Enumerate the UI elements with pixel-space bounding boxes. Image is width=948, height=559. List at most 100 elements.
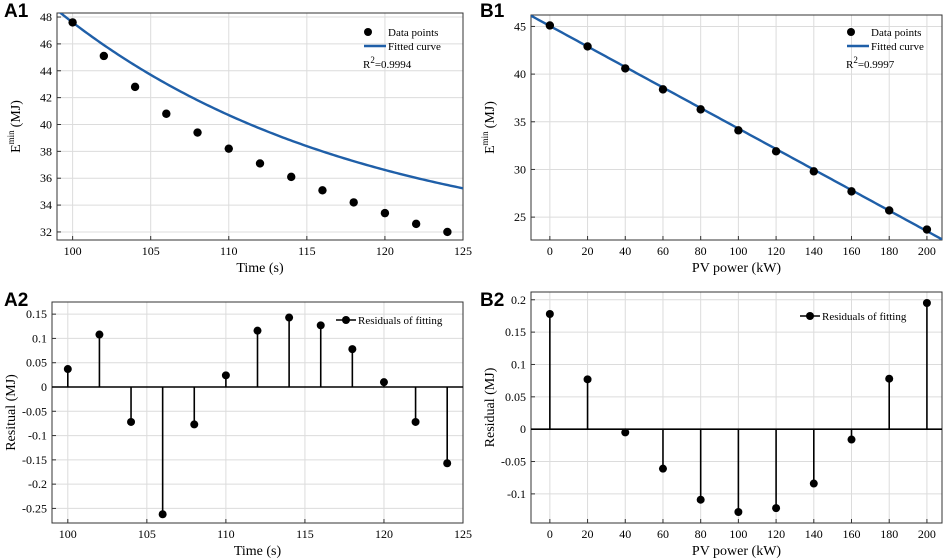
y-tick-label: 35 xyxy=(514,115,526,129)
r-squared-value: =0.9994 xyxy=(375,59,412,71)
y-tick-label: 46 xyxy=(40,37,52,51)
plot-content xyxy=(531,15,942,240)
r-squared: R2=0.9994 xyxy=(363,55,412,71)
y-tick-label: -0.25 xyxy=(22,501,47,515)
x-tick-label: 125 xyxy=(454,527,472,541)
y-tick-label: 40 xyxy=(514,67,526,81)
legend-residuals-label: Residuals of fitting xyxy=(358,315,443,327)
legend-point-marker xyxy=(847,28,855,36)
y-tick-label: -0.1 xyxy=(28,429,47,443)
panel-a2: A2 100 105 110 115 120 125 -0.25 -0.2 -0.15 -0.1 -0… xyxy=(4,290,472,559)
data-point xyxy=(734,126,743,135)
data-point xyxy=(287,172,296,182)
x-tick-label: 0 xyxy=(547,244,553,258)
x-tick-label: 60 xyxy=(657,527,669,541)
data-point xyxy=(130,82,140,92)
x-tick-label: 20 xyxy=(582,527,594,541)
r-squared: R2=0.9997 xyxy=(846,55,895,71)
x-tick-label: 180 xyxy=(880,244,898,258)
x-tick-label: 100 xyxy=(729,527,747,541)
x-tick-label: 0 xyxy=(547,527,553,541)
r-squared-sup: 2 xyxy=(370,55,375,65)
y-tick-label: 36 xyxy=(40,171,52,185)
x-tick-label: 120 xyxy=(375,527,393,541)
residual-point xyxy=(221,371,230,380)
y-axis-label: Emin (MJ) xyxy=(480,101,498,154)
r-squared-sup: 2 xyxy=(853,55,858,65)
x-tick-label: 100 xyxy=(59,527,77,541)
x-tick-label: 200 xyxy=(918,527,936,541)
y-tick-label: -0.2 xyxy=(28,477,47,491)
residual-point xyxy=(545,310,554,318)
data-point xyxy=(545,21,555,30)
plot-area xyxy=(531,292,942,523)
x-tick-label: 200 xyxy=(918,244,936,258)
panel-b2: B2 0 20 40 60 80 100 120 140 160 180 200 -0.1 -0.05 0 0… xyxy=(480,290,943,559)
x-tick-label: 80 xyxy=(695,244,707,258)
panel-label: A1 xyxy=(4,1,29,22)
x-tick-label: 105 xyxy=(138,527,156,541)
x-tick-label: 180 xyxy=(880,527,898,541)
y-tick-label: 0.1 xyxy=(511,357,526,371)
plot-frame xyxy=(530,14,943,241)
y-tick-label: 0.05 xyxy=(26,356,47,370)
residual-point xyxy=(922,299,931,307)
x-tick-label: 60 xyxy=(657,244,669,258)
legend-curve-label: Fitted curve xyxy=(871,41,924,53)
residual-point xyxy=(158,510,167,519)
y-tick-label: 25 xyxy=(514,210,526,224)
residual-point xyxy=(379,378,388,387)
y-tick-label: -0.15 xyxy=(22,453,47,467)
x-tick-label: 100 xyxy=(64,244,82,258)
x-tick-label: 115 xyxy=(298,244,316,258)
r-squared-label: R xyxy=(363,59,371,71)
x-tick-label: 40 xyxy=(619,244,631,258)
data-point xyxy=(771,147,781,156)
x-tick-label: 20 xyxy=(582,244,594,258)
residual-point xyxy=(772,504,781,513)
x-axis-label: Time (s) xyxy=(234,544,282,559)
plot-content xyxy=(52,313,463,519)
fitted-curve xyxy=(58,13,463,190)
data-point xyxy=(809,167,818,176)
x-axis-label: Time (s) xyxy=(236,261,284,276)
data-point xyxy=(68,18,77,27)
y-tick-label: 45 xyxy=(514,19,526,33)
panel-label: B1 xyxy=(480,1,505,22)
data-point xyxy=(380,208,390,218)
x-tick-label: 110 xyxy=(217,527,235,541)
plot-content xyxy=(531,299,942,516)
residual-point xyxy=(696,495,705,504)
x-tick-label: 120 xyxy=(376,244,394,258)
panel-b1: B1 0 20 40 60 80 100 120 140 160 180 200 25 30 35 40 45 P… xyxy=(480,1,943,276)
data-point xyxy=(847,187,856,196)
data-point xyxy=(885,206,894,215)
data-point xyxy=(318,186,327,195)
y-tick-label: 0.1 xyxy=(32,331,47,345)
x-tick-label: 115 xyxy=(296,527,314,541)
plot-frame xyxy=(51,301,464,524)
x-tick-label: 160 xyxy=(843,527,861,541)
x-tick-label: 120 xyxy=(767,244,785,258)
plot-content xyxy=(58,13,463,237)
y-tick-label: 32 xyxy=(40,225,52,239)
panel-label: A2 xyxy=(4,290,28,311)
residual-point xyxy=(734,508,743,516)
x-tick-label: 40 xyxy=(619,527,631,541)
data-point xyxy=(583,42,592,51)
y-tick-label: -0.05 xyxy=(501,455,526,469)
x-tick-label: 110 xyxy=(220,244,238,258)
y-tick-label: 34 xyxy=(40,198,52,212)
x-axis-label: PV power (kW) xyxy=(692,544,782,559)
legend-stem-marker xyxy=(806,312,814,320)
y-tick-label: 42 xyxy=(40,91,52,105)
x-tick-label: 160 xyxy=(843,244,861,258)
residual-point xyxy=(411,417,420,426)
data-point xyxy=(658,85,668,94)
y-tick-label: 48 xyxy=(40,10,52,24)
residual-point xyxy=(847,435,856,444)
data-point xyxy=(443,227,452,237)
y-tick-label: 0.15 xyxy=(505,325,526,339)
residual-point xyxy=(809,479,818,488)
y-tick-label: 0.2 xyxy=(511,293,526,307)
